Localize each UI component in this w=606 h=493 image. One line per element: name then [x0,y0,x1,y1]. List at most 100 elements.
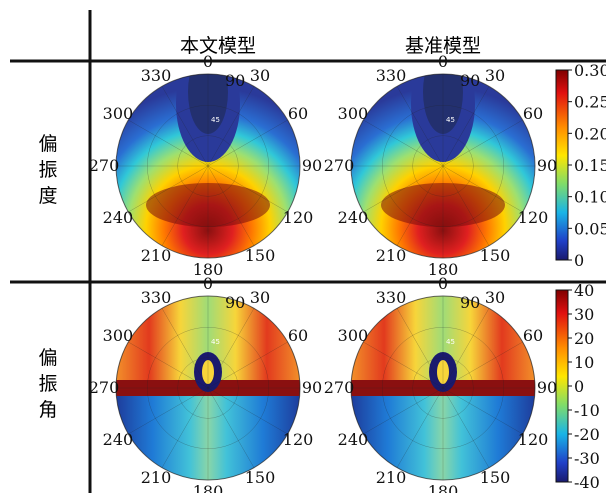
angle-label-240: 240 [103,430,134,449]
angle-label-60: 60 [288,104,308,123]
polar-spoke [363,165,444,213]
angle-label-300: 300 [103,104,134,123]
polar-spoke [363,341,444,389]
polar-spoke [128,165,209,213]
colorbar-tick-label: -40 [574,473,600,492]
ring-label-90: 90 [225,71,245,90]
angle-label-120: 120 [518,430,549,449]
angle-label-60: 60 [523,326,543,345]
polar-spoke [396,308,444,389]
angle-label-210: 210 [376,246,407,265]
angle-label-150: 150 [245,246,276,265]
angle-label-180: 180 [193,260,224,279]
angle-label-90: 90 [537,378,557,397]
polar-ring [115,73,301,259]
colorbar-tick-label: 0.15 [574,156,606,175]
angle-label-270: 270 [324,156,355,175]
angle-label-0: 0 [438,52,448,71]
polar-spoke [161,165,209,246]
polar-spoke [161,308,209,389]
angle-label-300: 300 [103,326,134,345]
polar-spoke [396,387,444,468]
angle-label-210: 210 [141,468,172,487]
colorbar-tick-label: 0 [574,377,584,396]
colorbar-tick-label: -20 [574,425,600,444]
angle-label-120: 120 [518,208,549,227]
angle-label-120: 120 [283,208,314,227]
colorbar-tick-label: 0.30 [574,61,606,80]
angle-label-60: 60 [523,104,543,123]
polar-grid-baseline-dop: 0 30 60 90 120 150 180 210 240 270 300 330 90 45 [324,52,557,279]
angle-label-300: 300 [338,104,369,123]
angle-label-330: 330 [141,66,172,85]
polar-spoke [207,387,288,435]
angle-label-0: 0 [203,52,213,71]
polar-spoke [363,119,444,167]
angle-label-90: 90 [537,156,557,175]
angle-label-30: 30 [485,288,505,307]
row-label-aop-char-1: 偏 [38,347,57,369]
polar-ring [350,73,536,259]
ring-label-45: 45 [446,116,455,124]
polar-spoke [442,387,490,468]
colorbar-dop [555,69,569,261]
angle-label-330: 330 [376,66,407,85]
polar-spoke [207,86,255,167]
angle-label-150: 150 [480,468,511,487]
angle-label-30: 30 [250,288,270,307]
angle-label-150: 150 [480,246,511,265]
angle-label-330: 330 [141,288,172,307]
angle-label-0: 0 [438,274,448,293]
angle-label-0: 0 [203,274,213,293]
polar-spoke [363,387,444,435]
row-label-dop-char-1: 偏 [38,133,57,155]
ring-label-90: 90 [225,293,245,312]
polar-spoke [442,165,523,213]
polar-spoke [207,341,288,389]
row-label-dop-char-3: 度 [38,185,57,207]
polar-spoke [396,165,444,246]
polar-ring [412,357,474,419]
angle-label-60: 60 [288,326,308,345]
angle-label-30: 30 [250,66,270,85]
polar-spoke [207,165,288,213]
angle-label-240: 240 [338,208,369,227]
ring-label-45: 45 [211,338,220,346]
polar-spoke [207,308,255,389]
angle-label-270: 270 [89,156,120,175]
polar-spoke [128,119,209,167]
polar-ring [382,327,504,449]
dop-polar-plot-proposed [116,74,300,258]
polar-spoke [442,86,490,167]
angle-label-90: 90 [302,378,322,397]
polar-ring [382,105,504,227]
column-header-baseline-model: 基准模型 [405,35,481,57]
polar-spoke [207,165,255,246]
row-label-aop-char-2: 振 [38,373,57,395]
colorbar-tick-label: -10 [574,401,600,420]
row-label-aop-char-3: 角 [38,399,57,421]
polar-spoke [442,308,490,389]
angle-label-240: 240 [103,208,134,227]
polar-spoke [442,119,523,167]
polar-grid-proposed-dop: 0 30 60 90 120 150 180 210 240 270 300 330 90 45 [89,52,322,279]
polar-grid-baseline-aop: 0 30 60 90 120 150 180 210 240 270 300 330 90 45 [324,274,557,493]
polar-ring [147,327,269,449]
column-header-proposed-model: 本文模型 [180,35,256,57]
colorbar-tick-label: 40 [574,281,594,300]
aop-polar-plot-proposed [116,296,300,480]
angle-label-90: 90 [302,156,322,175]
colorbar-tick-label: 10 [574,353,594,372]
polar-spoke [128,341,209,389]
polar-ring [412,135,474,197]
polar-ring [115,295,301,481]
polar-spoke [442,341,523,389]
polar-spoke [161,387,209,468]
colorbar-tick-label: -30 [574,449,600,468]
polar-spoke [442,387,523,435]
ring-label-45: 45 [211,116,220,124]
colorbar-tick-label: 0 [574,251,584,270]
angle-label-210: 210 [141,246,172,265]
angle-label-120: 120 [283,430,314,449]
